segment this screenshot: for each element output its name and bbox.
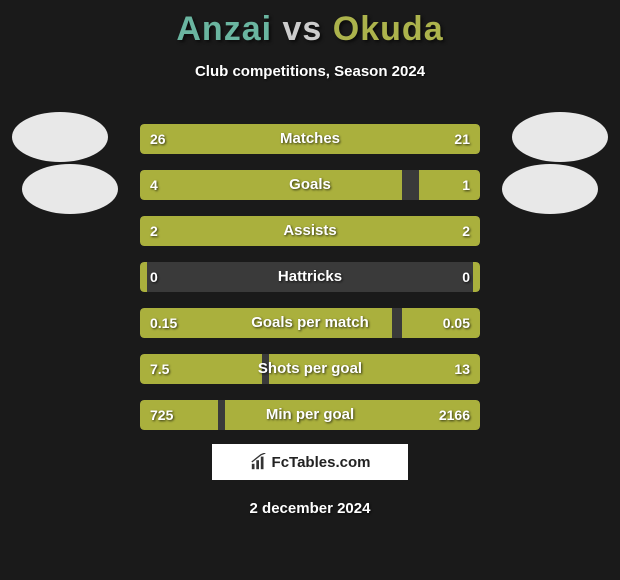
logo-bar-icon bbox=[250, 453, 268, 471]
stats-container: 2621Matches 41Goals 22Assists 00Hattricks 0.… bbox=[140, 124, 480, 446]
vs-separator: vs bbox=[283, 10, 323, 48]
stat-row: 7252166Min per goal bbox=[140, 400, 480, 430]
stat-row: 7.513Shots per goal bbox=[140, 354, 480, 384]
stat-row: 41Goals bbox=[140, 170, 480, 200]
stat-label: Min per goal bbox=[140, 400, 480, 430]
stat-row: 0.150.05Goals per match bbox=[140, 308, 480, 338]
subtitle: Club competitions, Season 2024 bbox=[0, 63, 620, 80]
stat-label: Hattricks bbox=[140, 262, 480, 292]
stat-label: Shots per goal bbox=[140, 354, 480, 384]
stat-label: Goals bbox=[140, 170, 480, 200]
stat-label: Matches bbox=[140, 124, 480, 154]
player2-badge-placeholder bbox=[502, 164, 598, 214]
stat-row: 2621Matches bbox=[140, 124, 480, 154]
stat-label: Goals per match bbox=[140, 308, 480, 338]
player2-name: Okuda bbox=[333, 10, 444, 48]
stat-row: 22Assists bbox=[140, 216, 480, 246]
comparison-title: Anzai vs Okuda bbox=[0, 0, 620, 49]
player1-avatar-placeholder bbox=[12, 112, 108, 162]
player1-badge-placeholder bbox=[22, 164, 118, 214]
player2-avatar-placeholder bbox=[512, 112, 608, 162]
date-text: 2 december 2024 bbox=[0, 500, 620, 517]
logo-text: FcTables.com bbox=[272, 454, 371, 471]
player1-name: Anzai bbox=[176, 10, 272, 48]
stat-label: Assists bbox=[140, 216, 480, 246]
logo-box: FcTables.com bbox=[212, 444, 408, 480]
stat-row: 00Hattricks bbox=[140, 262, 480, 292]
